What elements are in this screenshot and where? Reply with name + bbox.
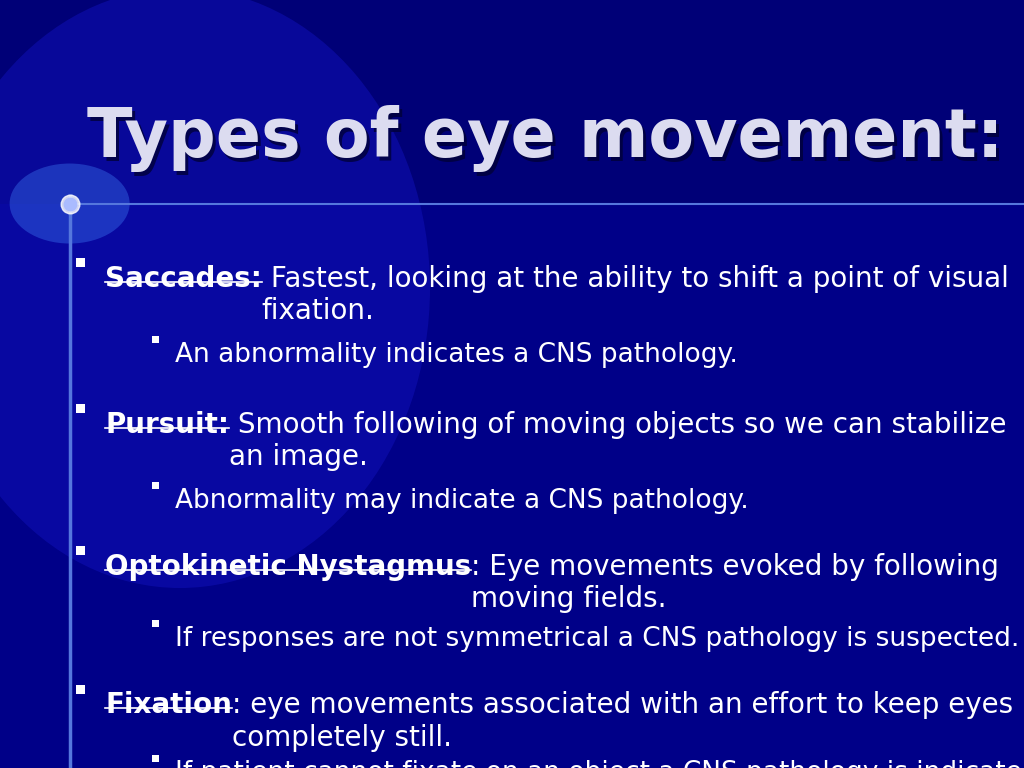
Bar: [76, 547, 85, 555]
Text: : Eye movements evoked by following
moving fields.: : Eye movements evoked by following movi…: [471, 553, 999, 614]
Bar: [152, 621, 159, 627]
Bar: [152, 755, 159, 762]
Bar: [152, 482, 159, 489]
Ellipse shape: [0, 0, 430, 588]
Text: If responses are not symmetrical a CNS pathology is suspected.: If responses are not symmetrical a CNS p…: [175, 626, 1019, 652]
Text: If patient cannot fixate on an object a CNS pathology is indicated.: If patient cannot fixate on an object a …: [175, 760, 1024, 768]
Bar: [0, 0, 1024, 204]
Bar: [76, 405, 85, 413]
Text: Fixation: Fixation: [105, 691, 231, 719]
Text: Types of eye movement:: Types of eye movement:: [90, 109, 1007, 176]
Bar: [76, 685, 85, 694]
Text: Fastest, looking at the ability to shift a point of visual
fixation.: Fastest, looking at the ability to shift…: [262, 265, 1009, 326]
Text: An abnormality indicates a CNS pathology.: An abnormality indicates a CNS pathology…: [175, 342, 738, 368]
Text: Optokinetic Nystagmus: Optokinetic Nystagmus: [105, 553, 471, 581]
Text: Saccades:: Saccades:: [105, 265, 262, 293]
Bar: [152, 336, 159, 343]
Text: : eye movements associated with an effort to keep eyes
completely still.: : eye movements associated with an effor…: [231, 691, 1013, 752]
Text: Smooth following of moving objects so we can stabilize
an image.: Smooth following of moving objects so we…: [229, 411, 1007, 472]
Text: Pursuit:: Pursuit:: [105, 411, 229, 439]
Point: [61, 197, 78, 210]
Text: Abnormality may indicate a CNS pathology.: Abnormality may indicate a CNS pathology…: [175, 488, 749, 514]
Point: [61, 197, 78, 210]
Bar: [76, 259, 85, 267]
Text: Types of eye movement:: Types of eye movement:: [87, 104, 1004, 172]
Ellipse shape: [9, 164, 130, 243]
